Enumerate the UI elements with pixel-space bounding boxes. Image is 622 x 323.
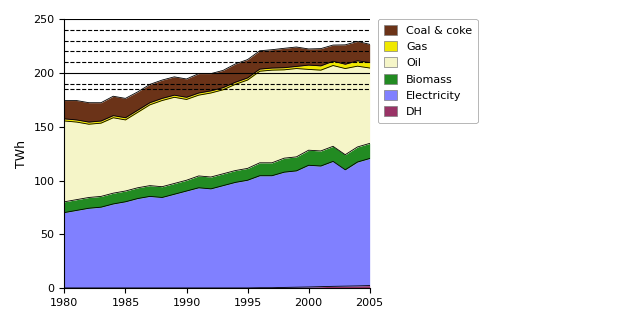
Y-axis label: TWh: TWh [15, 140, 28, 168]
Legend: Coal & coke, Gas, Oil, Biomass, Electricity, DH: Coal & coke, Gas, Oil, Biomass, Electric… [378, 19, 478, 123]
